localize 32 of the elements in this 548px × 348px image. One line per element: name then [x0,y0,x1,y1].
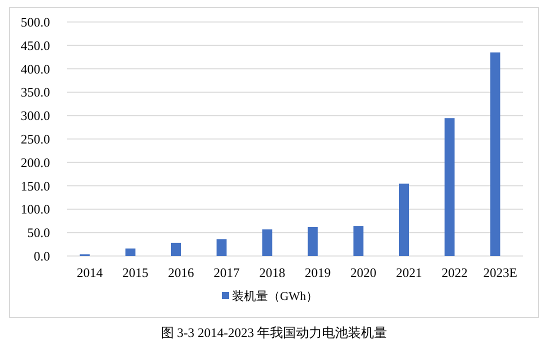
y-tick-label: 250.0 [20,132,50,146]
y-tick-label: 450.0 [20,38,50,53]
y-tick-label: 100.0 [20,202,50,217]
x-tick-label: 2016 [168,265,194,280]
bar [444,118,455,256]
bar [399,184,409,256]
bar [125,248,136,256]
legend-label: 装机量（GWh） [232,289,318,303]
caption: 图 3-3 2014-2023 年我国动力电池装机量 [160,325,388,340]
y-tick-label: 150.0 [20,178,50,194]
x-tick-label: 2017 [214,265,240,280]
y-tick-label: 0.0 [34,248,50,264]
y-tick-label: 400.0 [20,61,50,76]
x-tick-label: 2018 [259,265,286,280]
x-tick-label: 2020 [350,265,376,280]
bar [171,242,181,256]
y-tick-label: 350.0 [20,84,50,100]
x-tick-label: 2019 [304,265,331,280]
x-tick-label: 2015 [122,265,148,280]
bar [262,229,272,256]
x-tick-label: 2022 [442,265,468,280]
x-tick-label: 2021 [396,265,422,280]
y-tick-label: 200.0 [20,154,50,170]
bar [216,239,227,256]
bar [490,52,500,256]
x-tick-label: 2023E [483,265,518,280]
y-tick-label: 50.0 [27,225,50,240]
y-tick-label: 300.0 [20,108,50,124]
bar [353,226,364,256]
y-tick-label: 500.0 [20,14,50,30]
x-tick-label: 2014 [76,265,104,280]
bar [308,226,318,256]
